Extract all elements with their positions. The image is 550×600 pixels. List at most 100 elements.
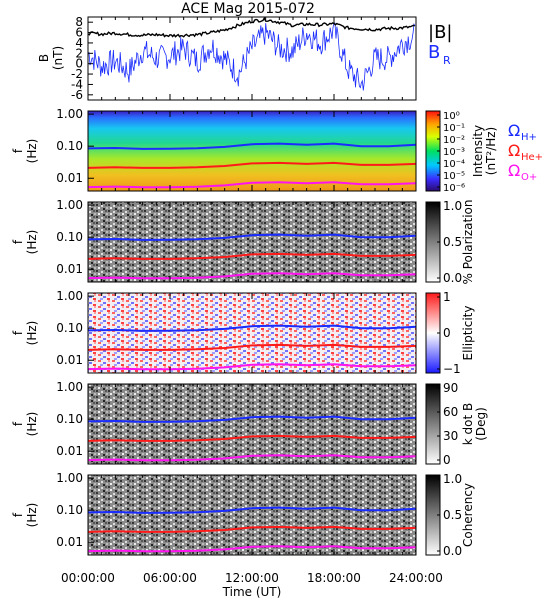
x-tick-label: 12:00:00 (225, 571, 279, 585)
y-tick-label: 0.10 (56, 503, 83, 517)
ellipticity-spectrogram (88, 293, 416, 373)
y-tick-label: 0.01 (56, 171, 83, 185)
y-tick-label: 1.00 (56, 471, 83, 485)
gyrofrequency-line-magenta (87, 454, 417, 462)
y-tick-label: 0.01 (56, 444, 83, 458)
y-tick-label: 0.10 (56, 139, 83, 153)
y-tick-label: 0.01 (56, 535, 83, 549)
x-tick-label: 06:00:00 (143, 571, 197, 585)
gyrofrequency-line-magenta (87, 363, 417, 371)
colorbar-tick-label: 10⁰ (443, 111, 460, 122)
gyrofrequency-line-blue (87, 415, 417, 423)
colorbar-tick-label: 1.0 (443, 472, 462, 486)
y-tick-label: 0.10 (56, 321, 83, 335)
y-tick-label: 0 (75, 57, 83, 71)
gyrofrequency-line-blue (87, 506, 417, 514)
y-axis-unit-label: (Hz) (25, 412, 39, 437)
polarization-spectrogram (88, 202, 416, 282)
y-axis-unit-label: (Hz) (25, 503, 39, 528)
kdotb-spectrogram (88, 384, 416, 464)
intensity-panel: 1.00 0.10 0.01 f (Hz) 10⁰10⁻¹10⁻²10⁻³10⁻⁴10⁻⁵… (11, 107, 543, 194)
y-axis-label: B (37, 54, 51, 62)
colorbar-label: Coherency (461, 483, 475, 547)
colorbar-tick-label: 10⁻⁵ (443, 171, 465, 182)
colorbar-tick-label: 90 (443, 381, 458, 395)
legend-omega-symbol: Ω (508, 141, 520, 160)
chart-title: ACE Mag 2015-072 (181, 1, 315, 17)
colorbar-tick-label: 0.0 (443, 544, 462, 558)
y-axis-label: f (11, 512, 25, 517)
colorbar-label: (Deg) (474, 407, 488, 441)
y-tick-label: 4 (75, 36, 83, 50)
legend-br-subscript: R (443, 54, 451, 67)
colorbar-tick-label: 10⁻¹ (443, 123, 465, 134)
legend-ion-subscript: He+ (521, 152, 543, 163)
colorbar-tick-label: 10⁻³ (443, 147, 465, 158)
gyrofrequency-line-red (87, 161, 417, 169)
time-axis: 00:00:00 06:00:00 12:00:00 18:00:00 24:0… (61, 571, 443, 599)
colorbar-tick-label: 0.5 (443, 508, 462, 522)
y-axis-unit-label: (Hz) (25, 139, 39, 164)
y-axis-label: f (11, 330, 25, 335)
colorbar-label: Intensity (471, 125, 485, 177)
y-axis-unit-label: (Hz) (25, 230, 39, 255)
gyrofrequency-line-magenta (87, 545, 417, 553)
coherency-spectrogram (88, 475, 416, 555)
y-axis-label: f (11, 148, 25, 153)
y-tick-label: 0.01 (56, 353, 83, 367)
gyrofrequency-line-red (87, 434, 417, 442)
y-tick-label: 0.10 (56, 230, 83, 244)
colorbar-tick-label: 10⁻² (443, 135, 465, 146)
y-axis-unit-label: (nT) (51, 46, 65, 70)
x-axis-label: Time (UT) (222, 585, 282, 599)
colorbar-label: % Polarization (461, 200, 475, 285)
gyrofrequency-line-red (87, 525, 417, 533)
colorbar-label: k dot B (461, 403, 475, 445)
gyrofrequency-line-red (87, 343, 417, 351)
b-magnitude-series-line (87, 16, 415, 38)
y-tick-label: 0.01 (56, 262, 83, 276)
y-tick-label: -2 (71, 67, 83, 81)
gyrofrequency-line-magenta (87, 181, 417, 189)
colorbar-tick-label: 0.0 (443, 271, 462, 285)
gyrofrequency-line-blue (87, 324, 417, 332)
colorbar-tick-label: 60 (443, 405, 458, 419)
br-series-line (87, 22, 416, 91)
y-tick-label: 1.00 (56, 198, 83, 212)
colorbar-tick-label: 0 (443, 326, 451, 340)
gyrofrequency-line-blue (87, 233, 417, 241)
colorbar-tick-label: 1 (443, 290, 451, 304)
legend-omega-symbol: Ω (508, 161, 520, 180)
y-tick-label: 1.00 (56, 107, 83, 121)
gyrofrequency-line-magenta (87, 272, 417, 280)
legend-ion-subscript: H+ (521, 132, 537, 143)
y-axis-unit-label: (Hz) (25, 321, 39, 346)
colorbar-tick-label: 0.5 (443, 235, 462, 249)
y-tick-label: -6 (71, 88, 83, 102)
gyrofrequency-line-blue (87, 142, 417, 150)
colorbar-tick-label: 10⁻⁶ (443, 183, 465, 194)
kdotb-panel: 1.00 0.10 0.01 f (Hz) 90 60 30 0 k dot B (Deg) (11, 380, 488, 467)
legend-ion-subscript: O+ (521, 172, 537, 183)
polarization-panel: 1.00 0.10 0.01 f (Hz) 1.0 0.5 0.0% Polarization (11, 198, 475, 285)
legend-omega-symbol: Ω (508, 121, 520, 140)
colorbar-tick-label: 10⁻⁴ (443, 159, 465, 170)
y-tick-label: 0.10 (56, 412, 83, 426)
y-tick-label: 1.00 (56, 380, 83, 394)
legend-br: B (428, 42, 440, 63)
legend-b-magnitude: |B| (428, 22, 452, 43)
colorbar-tick-label: 1.0 (443, 199, 462, 213)
y-tick-label: 6 (75, 26, 83, 40)
colorbar-label: (nT²/Hz) (484, 127, 498, 175)
kdotb-colorbar (425, 383, 441, 465)
y-tick-label: 1.00 (56, 289, 83, 303)
intensity-spectrogram (88, 111, 416, 191)
colorbar-tick-label: −1 (443, 362, 461, 376)
colorbar-label: Ellipticity (461, 306, 475, 361)
colorbar-tick-label: 0 (443, 453, 451, 467)
y-tick-label: 8 (75, 15, 83, 29)
